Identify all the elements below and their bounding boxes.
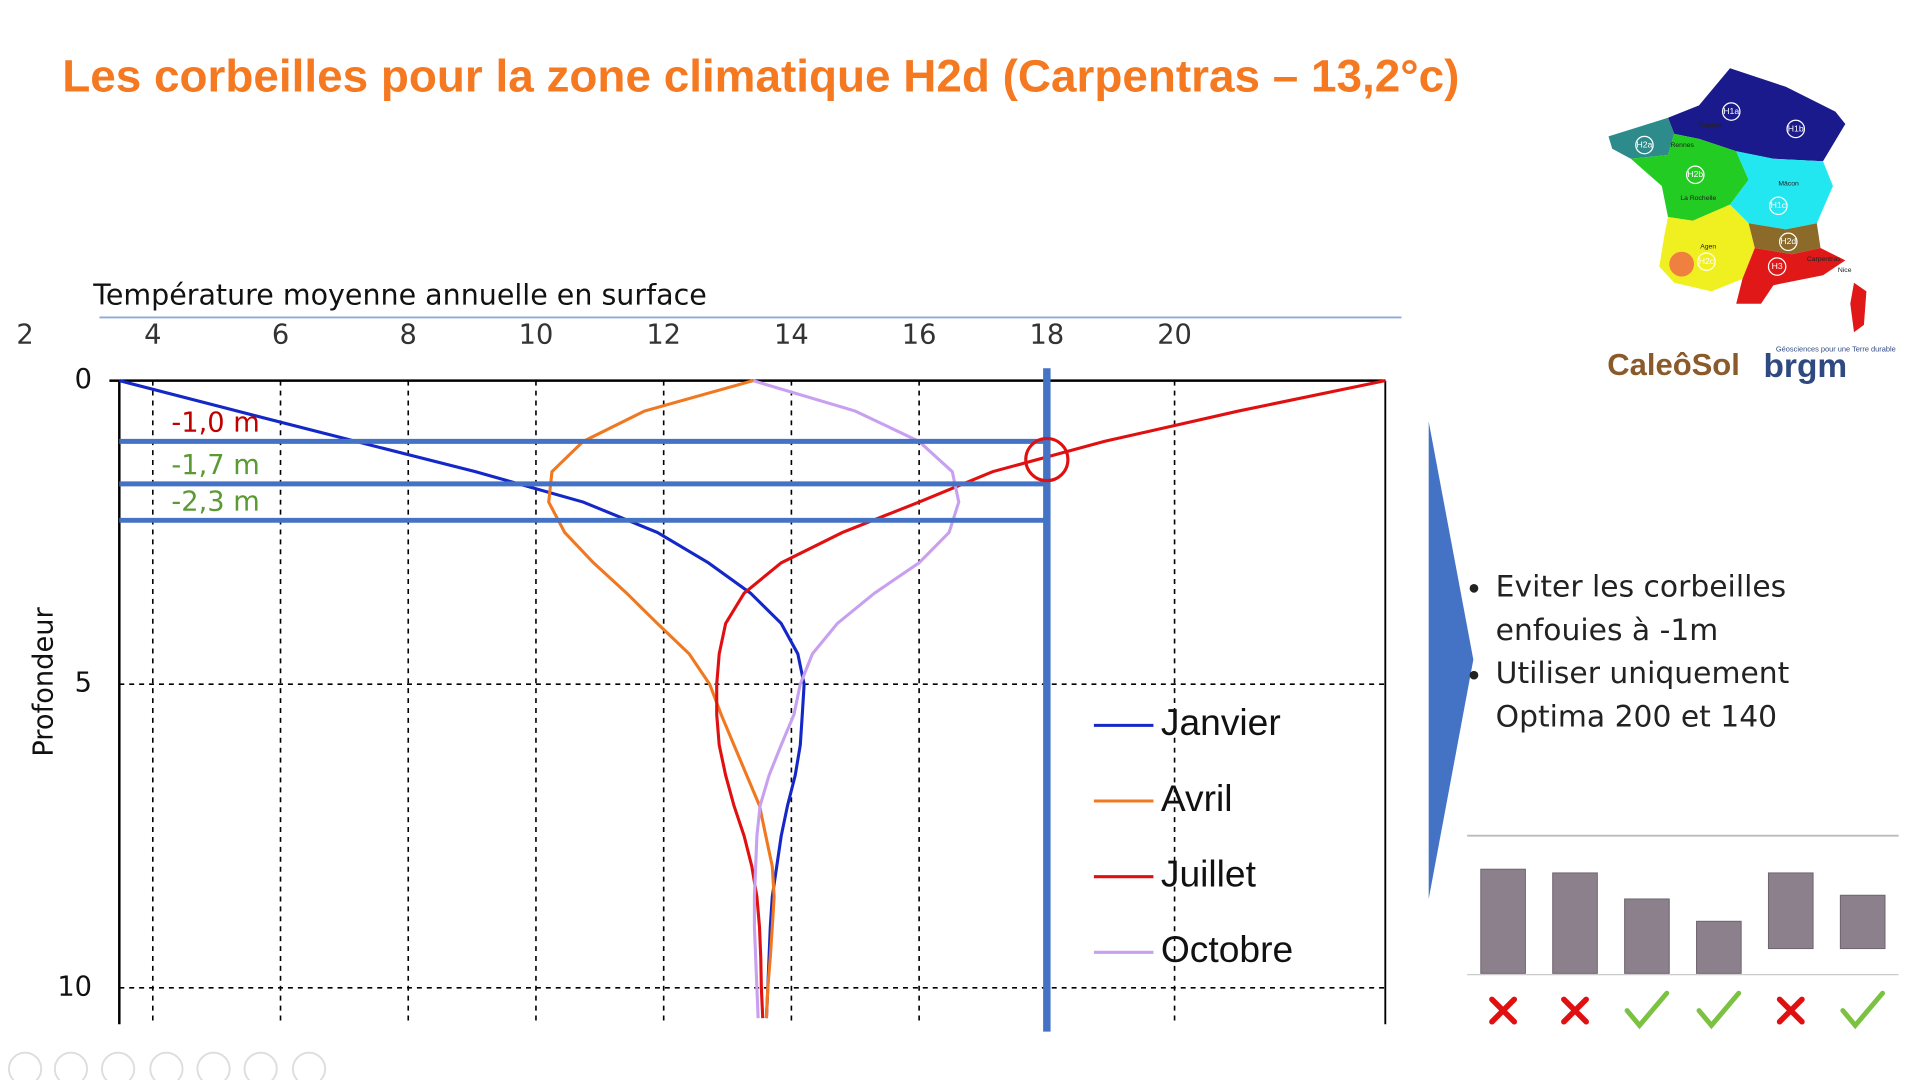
bullets: Eviter les corbeilles enfouies à -1m Uti… [1449, 565, 1858, 763]
zone-badge [1685, 165, 1705, 185]
x-tick-label: 14 [774, 320, 809, 351]
city-label: Trappes [1698, 122, 1723, 129]
bar [1767, 872, 1814, 950]
x-tick-label: 8 [400, 320, 417, 351]
zone-h2b [1630, 133, 1749, 221]
zone-label: H1b [1788, 123, 1804, 133]
depth-label: -2,3 m [171, 486, 259, 517]
zone-badge [1778, 232, 1798, 252]
highlight-circle [1024, 436, 1070, 483]
legend-label: Juillet [1161, 852, 1257, 894]
x-tick-label: 18 [1029, 320, 1064, 351]
check-icon [1624, 990, 1670, 1030]
city-label: La Rochelle [1680, 195, 1716, 202]
city-label: Agen [1700, 244, 1716, 251]
zone-label: H3 [1772, 261, 1783, 271]
x-tick-label: 12 [646, 320, 681, 351]
zone-badge [1635, 135, 1654, 155]
tagline: Géosciences pour une Terre durable [1776, 345, 1896, 354]
bullet-list: Eviter les corbeilles enfouies à -1m Uti… [1449, 565, 1858, 739]
check-icon [1840, 990, 1886, 1030]
bar [1480, 868, 1526, 974]
bar [1552, 872, 1598, 974]
zone-h1a [1668, 68, 1846, 162]
city-label: Carpentras [1807, 256, 1841, 263]
x-tick-label: 20 [1157, 320, 1192, 351]
legend-label: Octobre [1161, 928, 1293, 970]
x-tick-label: 10 [519, 320, 554, 351]
nav-icon[interactable] [101, 1051, 136, 1080]
bullet: Eviter les corbeilles enfouies à -1m [1496, 565, 1858, 652]
series-line [715, 379, 1386, 1019]
zone-h2a [1608, 117, 1675, 159]
corsica [1850, 282, 1867, 333]
x-tick-label: 6 [272, 320, 289, 351]
zone-h1c [1730, 151, 1833, 230]
bar [1696, 920, 1742, 974]
nav-icon[interactable] [291, 1051, 327, 1080]
cross-icon [1776, 996, 1805, 1025]
depth-label: -1,0 m [171, 408, 259, 439]
brand: brgm [1763, 348, 1847, 385]
zone-label: H1c [1771, 200, 1787, 210]
city-label: Nice [1838, 267, 1852, 274]
zone-label: H1a [1723, 106, 1739, 116]
zone-label: H2c [1699, 256, 1715, 266]
nav-icon[interactable] [196, 1051, 231, 1080]
zone-badge [1769, 196, 1788, 216]
zone-badge [1767, 257, 1787, 276]
zone-label: H2a [1637, 139, 1653, 149]
zone-label: H2b [1687, 169, 1703, 179]
y-tick-label: 5 [75, 668, 92, 699]
bar [1624, 898, 1670, 974]
y-tick-label: 10 [57, 971, 92, 1002]
location-dot [1669, 251, 1695, 277]
city-label: Rennes [1670, 142, 1694, 149]
series-line [119, 379, 806, 1019]
check-icon [1696, 990, 1742, 1030]
nav-icon[interactable] [243, 1051, 278, 1080]
y-axis-label: Profondeur [28, 606, 59, 756]
x-tick-label: 16 [902, 320, 937, 351]
zone-h3 [1736, 247, 1846, 304]
bullet: Utiliser uniquement Optima 200 et 140 [1496, 652, 1858, 739]
logo: CaleôSol [1607, 347, 1740, 382]
zone-h2d [1748, 223, 1821, 255]
x-axis-label: Température moyenne annuelle en surface [92, 278, 707, 311]
nav-icon[interactable] [53, 1051, 88, 1080]
zone-badge [1786, 119, 1806, 139]
arrow [1428, 421, 1474, 899]
city-label: Mâcon [1778, 180, 1799, 187]
legend-label: Janvier [1161, 701, 1281, 743]
zone-label: H2d [1780, 236, 1796, 246]
legend-label: Avril [1161, 777, 1233, 819]
nav [8, 1051, 327, 1080]
map [1608, 68, 1867, 333]
nav-icon[interactable] [8, 1051, 43, 1080]
cross-icon [1561, 996, 1589, 1025]
depth-label: -1,7 m [171, 450, 259, 481]
cross-icon [1489, 996, 1518, 1025]
zone-badge [1697, 252, 1716, 271]
x-tick-label: 2 [16, 320, 33, 351]
series-line [547, 379, 776, 1019]
zone-badge [1721, 102, 1741, 121]
series-line [752, 379, 961, 1019]
slide-title: Les corbeilles pour la zone climatique H… [62, 49, 1459, 101]
nav-icon[interactable] [149, 1051, 184, 1080]
x-tick-label: 4 [144, 320, 161, 351]
y-tick-label: 0 [75, 364, 92, 395]
bar [1839, 894, 1886, 950]
